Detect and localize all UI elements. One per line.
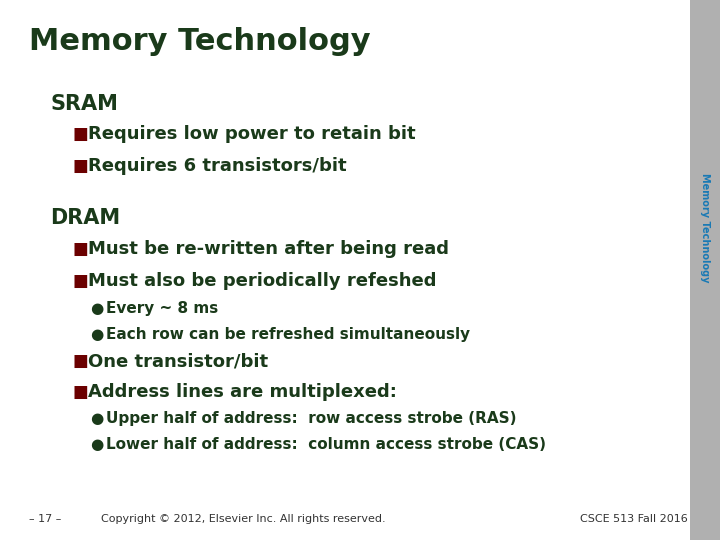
Text: Requires 6 transistors/bit: Requires 6 transistors/bit (88, 157, 346, 174)
Text: Each row can be refreshed simultaneously: Each row can be refreshed simultaneously (106, 327, 470, 342)
Text: Memory Technology: Memory Technology (29, 27, 370, 56)
Text: ■: ■ (72, 383, 88, 401)
Text: ●: ● (90, 437, 103, 453)
Text: ●: ● (90, 327, 103, 342)
Text: ●: ● (90, 301, 103, 316)
Text: SRAM: SRAM (50, 94, 118, 114)
Text: ■: ■ (72, 157, 88, 174)
Text: One transistor/bit: One transistor/bit (88, 352, 268, 370)
Text: Upper half of address:  row access strobe (RAS): Upper half of address: row access strobe… (106, 411, 516, 427)
Text: Lower half of address:  column access strobe (CAS): Lower half of address: column access str… (106, 437, 546, 453)
Bar (690, 0, 720, 540)
Text: ■: ■ (72, 125, 88, 143)
Text: Memory Technology: Memory Technology (700, 173, 709, 282)
Text: CSCE 513 Fall 2016: CSCE 513 Fall 2016 (580, 514, 688, 524)
Text: DRAM: DRAM (50, 208, 120, 228)
Text: Must be re-written after being read: Must be re-written after being read (88, 240, 449, 258)
Text: ●: ● (90, 411, 103, 427)
Text: Every ~ 8 ms: Every ~ 8 ms (106, 301, 218, 316)
Text: ■: ■ (72, 240, 88, 258)
Text: ■: ■ (72, 352, 88, 370)
Text: – 17 –: – 17 – (29, 514, 61, 524)
Text: Copyright © 2012, Elsevier Inc. All rights reserved.: Copyright © 2012, Elsevier Inc. All righ… (101, 514, 385, 524)
Text: ■: ■ (72, 272, 88, 289)
Text: Requires low power to retain bit: Requires low power to retain bit (88, 125, 415, 143)
Text: Must also be periodically refeshed: Must also be periodically refeshed (88, 272, 436, 289)
Text: Address lines are multiplexed:: Address lines are multiplexed: (88, 383, 397, 401)
